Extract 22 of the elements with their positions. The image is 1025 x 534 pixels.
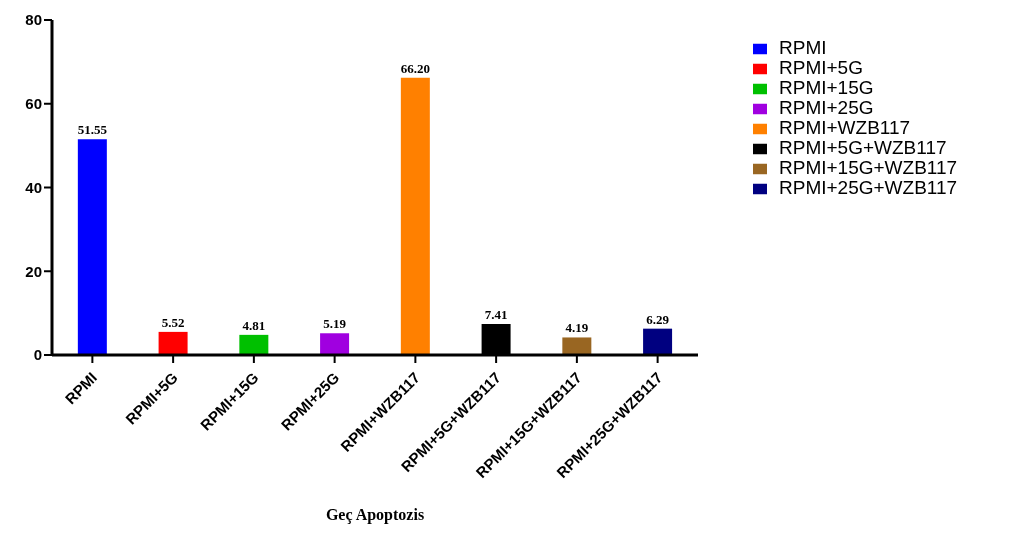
data-label: 4.19 (565, 320, 589, 336)
legend-label: RPMI+5G (779, 57, 863, 78)
legend-label: RPMI+25G+WZB117 (779, 177, 958, 198)
data-label: 5.52 (161, 314, 185, 330)
legend-label: RPMI (779, 37, 827, 58)
data-label: 66.20 (400, 60, 430, 76)
legend-label: RPMI+WZB117 (779, 117, 911, 138)
legend-label: RPMI+15G (779, 77, 874, 98)
y-tick-label: 40 (25, 178, 42, 196)
x-axis-title: Geç Apoptozis (325, 506, 425, 524)
data-label: 51.55 (77, 122, 108, 138)
legend-label: RPMI+5G+WZB117 (779, 137, 947, 158)
data-label: 5.19 (323, 316, 347, 332)
data-label: 6.29 (646, 311, 670, 327)
legend-label: RPMI+15G+WZB117 (779, 157, 958, 178)
data-label: 4.81 (242, 317, 266, 333)
y-tick-label: 80 (25, 11, 42, 29)
y-tick-label: 60 (25, 95, 42, 113)
y-tick-label: 0 (33, 346, 42, 364)
legend-label: RPMI+25G (779, 97, 874, 118)
data-label: 7.41 (484, 306, 508, 322)
y-tick-label: 20 (25, 262, 42, 280)
